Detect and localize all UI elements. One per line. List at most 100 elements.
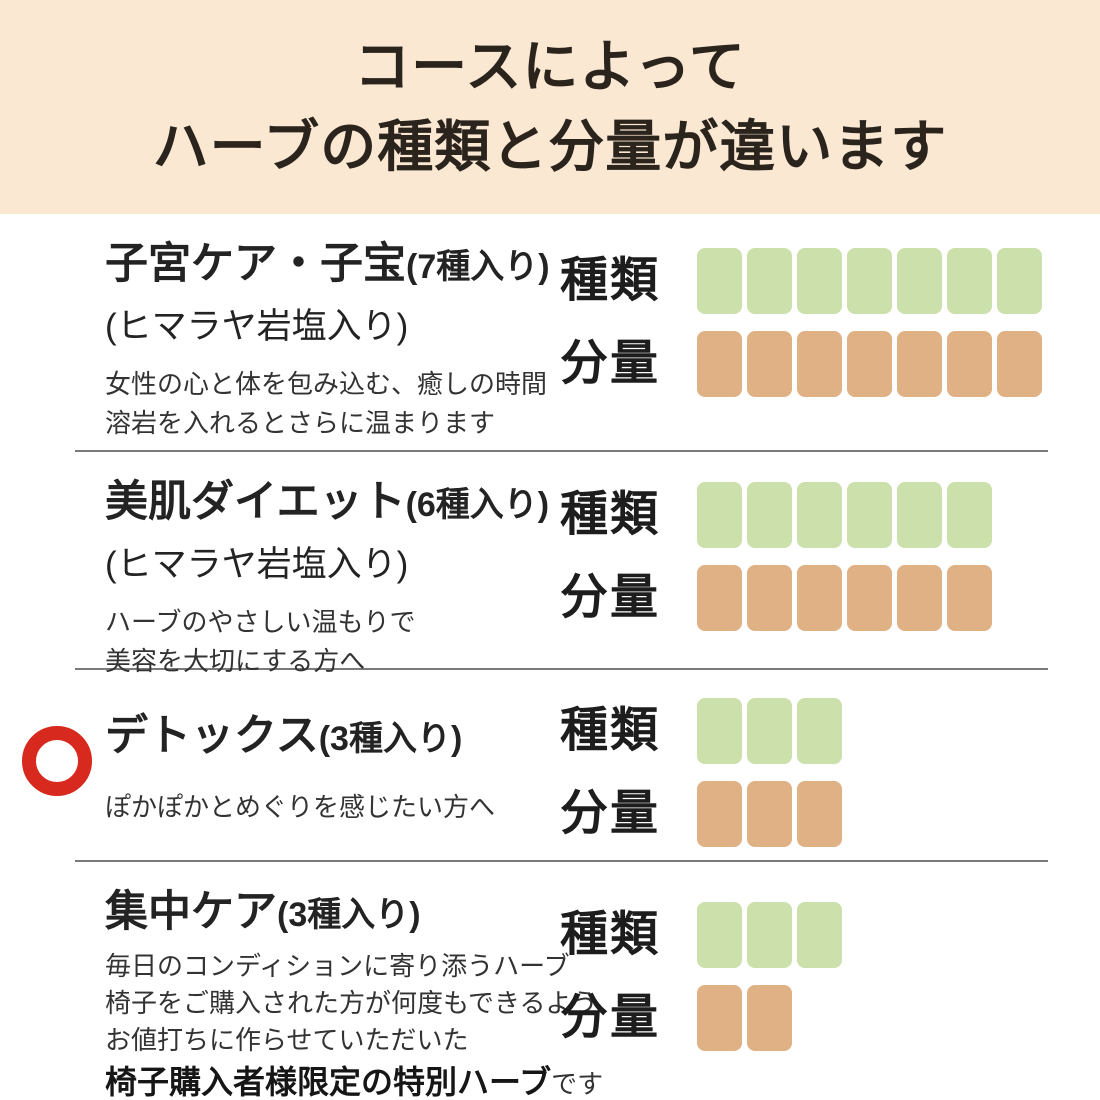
course-description-line: 溶岩を入れるとさらに温まります [105,407,496,438]
course-chart: 種類 分量 [560,238,1050,414]
course-section-shuchu-care: 集中ケア(3種入り) 毎日のコンディションに寄り添うハーブ 椅子をご購入された方… [0,862,1100,1100]
unit-square [697,331,742,397]
section-divider [75,668,1048,670]
course-description-line: ハーブのやさしい温もりで [105,606,416,637]
unit-square [747,902,792,968]
types-squares [697,698,842,764]
amount-row: 分量 [560,565,1050,631]
amount-label: 分量 [560,337,661,390]
unit-square [797,781,842,847]
unit-square [747,781,792,847]
course-chart: 種類 分量 [560,476,1050,648]
course-title: デトックス(3種入り) [105,710,552,764]
amount-row: 分量 [560,331,1050,397]
types-label: 種類 [560,704,661,757]
types-row: 種類 [560,698,1050,764]
unit-square [697,565,742,631]
course-info: 美肌ダイエット(6種入り) (ヒマラヤ岩塩入り) ハーブのやさしい温もりで 美容… [105,476,560,681]
types-row: 種類 [560,248,1050,314]
unit-square [897,331,942,397]
unit-square [847,248,892,314]
course-description: ハーブのやさしい温もりで 美容を大切にする方へ [105,603,552,681]
course-description: ぽかぽかとめぐりを感じたい方へ [105,788,552,827]
course-title: 子宮ケア・子宝(7種入り) [105,238,552,292]
types-squares [697,482,992,548]
amount-label: 分量 [560,991,661,1044]
types-row: 種類 [560,902,1050,968]
course-title-suffix: (3種入り) [318,720,463,758]
course-title-text: 集中ケア [105,888,277,936]
unit-square [847,482,892,548]
unit-square [797,902,842,968]
unit-square [897,482,942,548]
unit-square [897,565,942,631]
unit-square [697,482,742,548]
unit-square [747,331,792,397]
types-label: 種類 [560,488,661,541]
course-description-line: 美容を大切にする方へ [105,645,366,676]
unit-square [947,482,992,548]
unit-square [897,248,942,314]
unit-square [697,248,742,314]
unit-square [947,565,992,631]
page-title-line-2: ハーブの種類と分量が違います [152,115,948,178]
unit-square [797,565,842,631]
course-description-emphasis-line: 椅子購入者様限定の特別ハーブです [105,1060,603,1100]
types-label: 種類 [560,908,661,961]
course-title-suffix: (3種入り) [277,896,421,934]
unit-square [697,781,742,847]
course-description: 女性の心と体を包み込む、癒しの時間 溶岩を入れるとさらに温まります [105,365,552,443]
course-title-suffix: (6種入り) [405,486,550,524]
amount-row: 分量 [560,985,1050,1051]
section-divider [75,450,1048,452]
course-title: 集中ケア(3種入り) [105,886,552,940]
unit-square [797,482,842,548]
course-title: 美肌ダイエット(6種入り) [105,476,552,530]
unit-square [747,698,792,764]
course-description-line: 椅子をご購入された方が何度もできるよう [105,987,598,1018]
course-section-bihada-diet: 美肌ダイエット(6種入り) (ヒマラヤ岩塩入り) ハーブのやさしい温もりで 美容… [0,452,1100,676]
emphasis-suffix: です [551,1069,604,1100]
unit-square [947,248,992,314]
page-title-line-1: コースによって [354,35,746,99]
course-section-detox: デトックス(3種入り) ぽかぽかとめぐりを感じたい方へ 種類 分量 [0,670,1100,860]
unit-square [747,985,792,1051]
course-description: 毎日のコンディションに寄り添うハーブ 椅子をご購入された方が何度もできるよう お… [105,948,603,1100]
course-description-line: お値打ちに作らせていただいた [105,1024,469,1055]
unit-square [747,565,792,631]
unit-square [847,565,892,631]
unit-square [947,331,992,397]
unit-square [797,698,842,764]
amount-squares [697,781,842,847]
unit-square [747,482,792,548]
unit-square [697,698,742,764]
amount-label: 分量 [560,787,661,840]
types-squares [697,902,842,968]
course-info: デトックス(3種入り) ぽかぽかとめぐりを感じたい方へ [105,710,560,827]
course-chart: 種類 分量 [560,698,1050,864]
course-subtitle: (ヒマラヤ岩塩入り) [105,306,409,346]
amount-label: 分量 [560,571,661,624]
course-section-shikyu-care: 子宮ケア・子宝(7種入り) (ヒマラヤ岩塩入り) 女性の心と体を包み込む、癒しの… [0,214,1100,450]
amount-row: 分量 [560,781,1050,847]
unit-square [747,248,792,314]
course-title-text: 美肌ダイエット [105,478,406,526]
unit-square [697,985,742,1051]
course-subtitle: (ヒマラヤ岩塩入り) [105,544,409,584]
emphasis-text: 椅子購入者様限定の特別ハーブ [105,1064,552,1100]
page-header: コースによって ハーブの種類と分量が違います [0,0,1100,214]
types-label: 種類 [560,254,661,307]
course-chart: 種類 分量 [560,886,1050,1068]
amount-squares [697,565,992,631]
course-title-text: デトックス [105,712,319,760]
course-description-line: 毎日のコンディションに寄り添うハーブ [105,950,570,981]
course-title-suffix: (7種入り) [406,248,550,286]
unit-square [997,248,1042,314]
course-info: 子宮ケア・子宝(7種入り) (ヒマラヤ岩塩入り) 女性の心と体を包み込む、癒しの… [105,238,560,443]
unit-square [797,248,842,314]
unit-square [997,331,1042,397]
types-row: 種類 [560,482,1050,548]
unit-square [697,902,742,968]
course-description-line: ぽかぽかとめぐりを感じたい方へ [105,791,496,822]
amount-squares [697,331,1042,397]
